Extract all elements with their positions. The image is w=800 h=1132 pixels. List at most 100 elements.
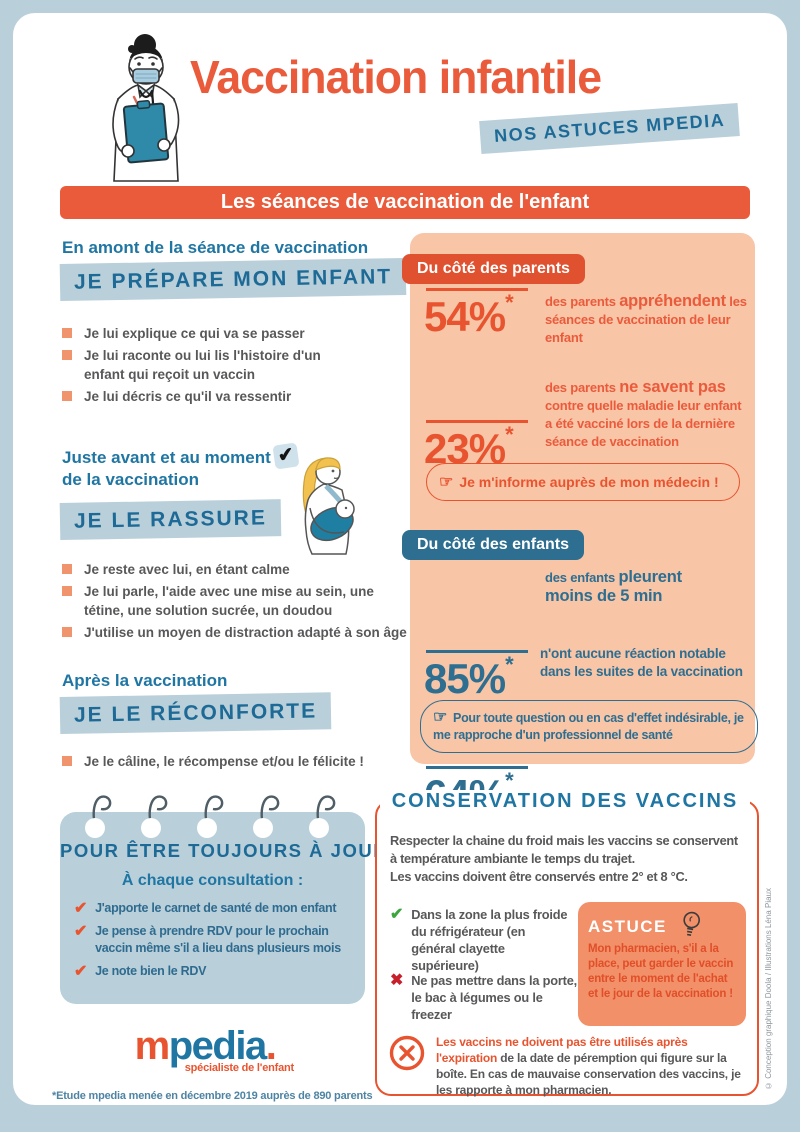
astuce-box: ASTUCE Mon pharmacien, s'il a la place, … — [578, 902, 746, 1026]
bullet-text: Je le câline, le récompense et/ou le fél… — [84, 754, 364, 769]
bullet-square-icon — [62, 350, 72, 360]
stat-text-rest: les séances de vaccination de leur enfan… — [545, 294, 747, 345]
mpedia-logo: mpedia. spécialiste de l'enfant — [110, 1026, 300, 1074]
stat-asterisk: * — [505, 422, 514, 447]
conservation-title: CONSERVATION DES VACCINS — [375, 790, 755, 813]
list-item: Je lui explique ce qui va se passer — [62, 324, 344, 343]
notepad-subtitle: À chaque consultation : — [121, 872, 304, 889]
stat-asterisk: * — [505, 652, 514, 677]
parents-callout-pill: ☞ Je m'informe auprès de mon médecin ! — [426, 463, 740, 501]
binder-rings-icon — [85, 795, 336, 838]
stat-text-strong: ne savent pas — [619, 378, 726, 396]
do-item: ✔ Dans la zone la plus froide du réfrigé… — [390, 906, 572, 974]
astuce-text: Mon pharmacien, s'il a la place, peut ga… — [588, 943, 734, 1000]
stat-text-23: des parents ne savent pas contre quelle … — [545, 378, 747, 451]
stat-text-strong: pleurent moins de 5 min — [545, 568, 682, 605]
warning-text-strong: Les vaccins ne doivent pas être utilisés… — [436, 1035, 688, 1065]
stat-value-23: 23%* — [424, 420, 800, 472]
enfants-callout-pill: ☞ Pour toute question ou en cas d'effet i… — [420, 700, 758, 753]
logo-wordmark: mpedia. — [110, 1026, 300, 1066]
stat-asterisk: * — [505, 768, 514, 793]
stat-text-rest: n'ont aucune réaction notable dans les s… — [540, 646, 743, 679]
dont-text: Ne pas mettre dans la porte, le bac à lé… — [411, 973, 578, 1022]
warning-text-rest: de la date de péremption qui figure sur … — [436, 1051, 741, 1097]
list-item: J'utilise un moyen de distraction adapté… — [62, 623, 422, 642]
stat-text-pre: des parents — [545, 294, 620, 309]
stat-text-54: des parents appréhendent les séances de … — [545, 292, 747, 347]
stat-text-64: n'ont aucune réaction notable dans les s… — [540, 644, 750, 681]
list-item: Je le câline, le récompense et/ou le fél… — [62, 752, 412, 771]
stats-panel — [410, 233, 755, 764]
dont-item: ✖ Ne pas mettre dans la porte, le bac à … — [390, 972, 580, 1023]
callout-text: Je m'informe auprès de mon médecin ! — [459, 474, 719, 490]
section1-bullets: Je lui explique ce qui va se passer Je l… — [62, 324, 344, 406]
mother-baby-illustration — [302, 457, 355, 555]
list-item: ✔ Je note bien le RDV — [74, 963, 342, 980]
stat-number: 23% — [424, 425, 506, 472]
bullet-square-icon — [62, 391, 72, 401]
list-item: Je lui raconte ou lui lis l'histoire d'u… — [62, 346, 344, 384]
notepad-item-text: J'apporte le carnet de santé de mon enfa… — [95, 901, 337, 915]
notepad-item-text: Je note bien le RDV — [95, 964, 207, 978]
stat-text-strong: appréhendent — [619, 292, 726, 310]
page-title: Vaccination infantile — [190, 51, 602, 103]
list-item: Je lui parle, l'aide avec une mise au se… — [62, 582, 384, 620]
stat-text-85: des enfants pleurent moins de 5 min — [545, 568, 723, 606]
section3-bullets: Je le câline, le récompense et/ou le fél… — [62, 752, 412, 771]
notepad-item-text: Je pense à prendre RDV pour le prochain … — [95, 924, 341, 955]
list-item: Je lui décris ce qu'il va ressentir — [62, 387, 344, 406]
stat-asterisk: * — [505, 290, 514, 315]
list-item: Je reste avec lui, en étant calme — [62, 560, 384, 579]
stat-text-pre: des enfants — [545, 570, 619, 585]
circle-cross-icon — [389, 1035, 425, 1071]
intro-line: Les vaccins doivent être conservés entre… — [390, 869, 688, 884]
callout-text: Pour toute question ou en cas d'effet in… — [433, 711, 744, 742]
pointing-hand-icon: ☞ — [433, 709, 448, 726]
stat-number: 54% — [424, 293, 506, 340]
bullet-text: Je lui explique ce qui va se passer — [84, 326, 305, 341]
list-item: ✔ Je pense à prendre RDV pour le prochain… — [74, 923, 342, 957]
section-banner: Les séances de vaccination de l'enfant — [60, 186, 750, 219]
notepad-title: POUR ÊTRE TOUJOURS À JOUR ! — [60, 840, 403, 861]
credit-vertical: © Conception graphique Doola / Illustrat… — [764, 888, 773, 1091]
logo-subtitle: spécialiste de l'enfant — [184, 1062, 294, 1074]
bullet-square-icon — [62, 627, 72, 637]
astuce-label: ASTUCE — [588, 917, 667, 936]
section2-heading-line1: Juste avant et au moment — [62, 448, 271, 467]
logo-dot: . — [265, 1024, 277, 1068]
section1-highlight-tape: JE PRÉPARE MON ENFANT — [59, 257, 407, 301]
footnote: *Etude mpedia menée en décembre 2019 aup… — [52, 1090, 373, 1102]
bullet-text: Je lui raconte ou lui lis l'histoire d'u… — [84, 348, 321, 382]
section2-heading: Juste avant et au moment de la vaccinati… — [62, 447, 282, 491]
stat-number: 85% — [424, 655, 506, 702]
bullet-square-icon — [62, 756, 72, 766]
bullet-text: Je lui parle, l'aide avec une mise au se… — [84, 584, 374, 618]
bullet-square-icon — [62, 328, 72, 338]
stat-text-rest: contre quelle maladie leur enfant a été … — [545, 398, 742, 449]
section3-heading: Après la vaccination — [62, 671, 228, 690]
parents-badge: Du côté des parents — [402, 254, 585, 284]
intro-line: à température ambiante le temps du traje… — [390, 851, 635, 866]
lightbulb-icon — [683, 911, 701, 936]
check-icon: ✔ — [74, 963, 88, 980]
check-green-icon: ✔ — [390, 906, 404, 923]
do-text: Dans la zone la plus froide du réfrigéra… — [411, 907, 568, 973]
section2-highlight-tape: JE LE RASSURE — [59, 499, 282, 540]
bullet-text: Je reste avec lui, en étant calme — [84, 562, 290, 577]
pointing-hand-icon: ☞ — [439, 474, 454, 491]
conservation-intro: Respecter la chaine du froid mais les va… — [390, 832, 746, 886]
stat-value-85: 85%* — [424, 650, 800, 702]
section2-bullets: Je reste avec lui, en étant calme Je lui… — [62, 560, 407, 642]
check-icon: ✔ — [74, 923, 88, 940]
check-icon: ✔ — [74, 900, 88, 917]
logo-m: m — [134, 1024, 171, 1068]
bullet-text: Je lui décris ce qu'il va ressentir — [84, 389, 292, 404]
notepad-items: ✔ J'apporte le carnet de santé de mon enf… — [74, 900, 342, 980]
bullet-square-icon — [62, 586, 72, 596]
intro-line: Respecter la chaine du froid mais les va… — [390, 833, 738, 848]
logo-pedia: pedia — [168, 1024, 267, 1068]
warning-text: Les vaccins ne doivent pas être utilisés… — [436, 1034, 744, 1098]
section2-heading-line2: de la vaccination — [62, 470, 199, 489]
nurse-illustration — [112, 34, 180, 182]
